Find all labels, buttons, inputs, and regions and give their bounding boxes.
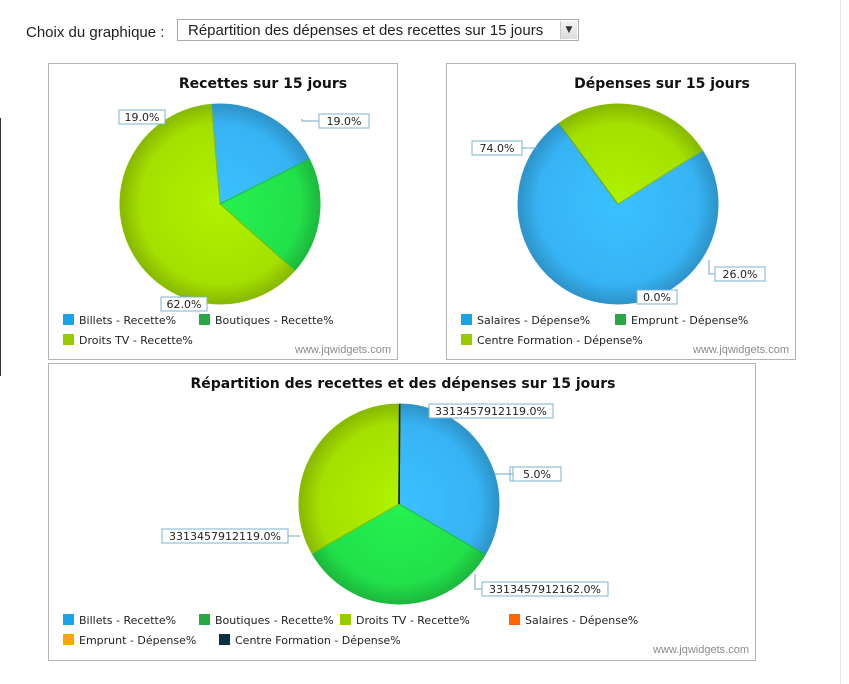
svg-text:62.0%: 62.0% xyxy=(167,298,202,311)
legend-item-salaires-depense[interactable]: Salaires - Dépense% xyxy=(509,614,638,627)
legend-item-emprunt-depense[interactable]: Emprunt - Dépense% xyxy=(615,314,748,327)
data-label: 74.0% xyxy=(471,140,538,156)
chevron-down-icon[interactable]: ▼ xyxy=(560,21,577,39)
legend-item-centre-formation-depense[interactable]: Centre Formation - Dépense% xyxy=(461,334,643,347)
chart-watermark[interactable]: www.jqwidgets.com xyxy=(653,644,749,656)
chart-depenses-svg: Dépenses sur 15 jours 74.0% 0.0% 26.0% Salai… xyxy=(461,76,766,347)
svg-text:3313457912119.0%: 3313457912119.0% xyxy=(435,405,547,418)
svg-text:19.0%: 19.0% xyxy=(125,111,160,124)
svg-text:Billets - Recette%: Billets - Recette% xyxy=(79,614,176,627)
data-label: 26.0% xyxy=(708,260,766,282)
chart-select-value: Répartition des dépenses et des recettes… xyxy=(188,22,544,39)
legend-item-billets-recette[interactable]: Billets - Recette% xyxy=(63,614,176,627)
chart-repartition: Répartition des recettes et des dépenses… xyxy=(48,363,756,661)
svg-text:5.0%: 5.0% xyxy=(523,468,551,481)
legend-item-droits-tv-recette[interactable]: Droits TV - Recette% xyxy=(63,334,193,347)
svg-text:Boutiques - Recette%: Boutiques - Recette% xyxy=(215,314,334,327)
chart-selector-row: Choix du graphique : Répartition des dép… xyxy=(26,19,579,44)
pie-slice-boutiques-recette[interactable] xyxy=(219,158,321,272)
legend-item-billets-recette[interactable]: Billets - Recette% xyxy=(63,314,176,327)
chart-recettes-svg: Recettes sur 15 jours 19.0% 19.0% 62.0% Bill… xyxy=(63,76,370,347)
svg-text:Centre Formation - Dépense%: Centre Formation - Dépense% xyxy=(235,634,401,647)
chart-watermark[interactable]: www.jqwidgets.com xyxy=(693,344,789,356)
data-label: 3313457912162.0% xyxy=(474,574,609,597)
svg-text:Emprunt - Dépense%: Emprunt - Dépense% xyxy=(79,634,196,647)
legend-item-droits-tv-recette[interactable]: Droits TV - Recette% xyxy=(340,614,470,627)
pie-slice-billets-recette[interactable] xyxy=(210,103,311,205)
svg-text:Emprunt - Dépense%: Emprunt - Dépense% xyxy=(631,314,748,327)
svg-text:3313457912162.0%: 3313457912162.0% xyxy=(489,583,601,596)
legend-item-boutiques-recette[interactable]: Boutiques - Recette% xyxy=(199,314,334,327)
data-label: 3313457912119.0% xyxy=(161,528,300,544)
data-label: 62.0% xyxy=(160,294,208,312)
chart-title: Dépenses sur 15 jours xyxy=(574,76,750,92)
svg-text:Droits TV - Recette%: Droits TV - Recette% xyxy=(356,614,470,627)
data-label: 0.0% xyxy=(636,289,678,305)
chart-title: Répartition des recettes et des dépenses… xyxy=(191,376,616,392)
window-edge-left xyxy=(0,118,1,376)
pie-slice-centre-formation-depense[interactable] xyxy=(398,403,401,505)
window-edge-right xyxy=(840,0,841,684)
chart-watermark[interactable]: www.jqwidgets.com xyxy=(295,344,391,356)
svg-text:0.0%: 0.0% xyxy=(643,291,671,304)
svg-text:Boutiques - Recette%: Boutiques - Recette% xyxy=(215,614,334,627)
svg-text:Salaires - Dépense%: Salaires - Dépense% xyxy=(477,314,590,327)
chart-depenses: Dépenses sur 15 jours 74.0% 0.0% 26.0% Salai… xyxy=(446,63,796,360)
svg-text:3313457912119.0%: 3313457912119.0% xyxy=(169,530,281,543)
svg-text:26.0%: 26.0% xyxy=(723,268,758,281)
chart-title: Recettes sur 15 jours xyxy=(179,76,347,92)
data-label: 3313457912119.0% xyxy=(428,403,554,419)
data-label: 5.0% xyxy=(494,466,562,482)
svg-text:Billets - Recette%: Billets - Recette% xyxy=(79,314,176,327)
legend-item-emprunt-depense[interactable]: Emprunt - Dépense% xyxy=(63,634,196,647)
svg-text:Salaires - Dépense%: Salaires - Dépense% xyxy=(525,614,638,627)
chart-select-dropdown[interactable]: Répartition des dépenses et des recettes… xyxy=(177,19,579,41)
data-label: 19.0% xyxy=(301,113,370,129)
data-label: 19.0% xyxy=(118,109,166,125)
chart-repartition-svg: Répartition des recettes et des dépenses… xyxy=(63,376,638,647)
svg-text:Droits TV - Recette%: Droits TV - Recette% xyxy=(79,334,193,347)
pie-slice-centre-formation-depense[interactable] xyxy=(558,103,704,205)
chart-recettes: Recettes sur 15 jours 19.0% 19.0% 62.0% Bill… xyxy=(48,63,398,360)
legend-item-centre-formation-depense[interactable]: Centre Formation - Dépense% xyxy=(219,634,401,647)
svg-text:Centre Formation - Dépense%: Centre Formation - Dépense% xyxy=(477,334,643,347)
pie-slice-droits-tv-recette[interactable] xyxy=(298,403,401,555)
legend-item-boutiques-recette[interactable]: Boutiques - Recette% xyxy=(199,614,334,627)
pie-slice-billets-recette[interactable] xyxy=(398,403,500,556)
legend-item-salaires-depense[interactable]: Salaires - Dépense% xyxy=(461,314,590,327)
svg-text:19.0%: 19.0% xyxy=(327,115,362,128)
chart-selector-label: Choix du graphique : xyxy=(26,23,165,41)
svg-text:74.0%: 74.0% xyxy=(480,142,515,155)
pie-slice-salaires-depense[interactable] xyxy=(517,122,719,305)
